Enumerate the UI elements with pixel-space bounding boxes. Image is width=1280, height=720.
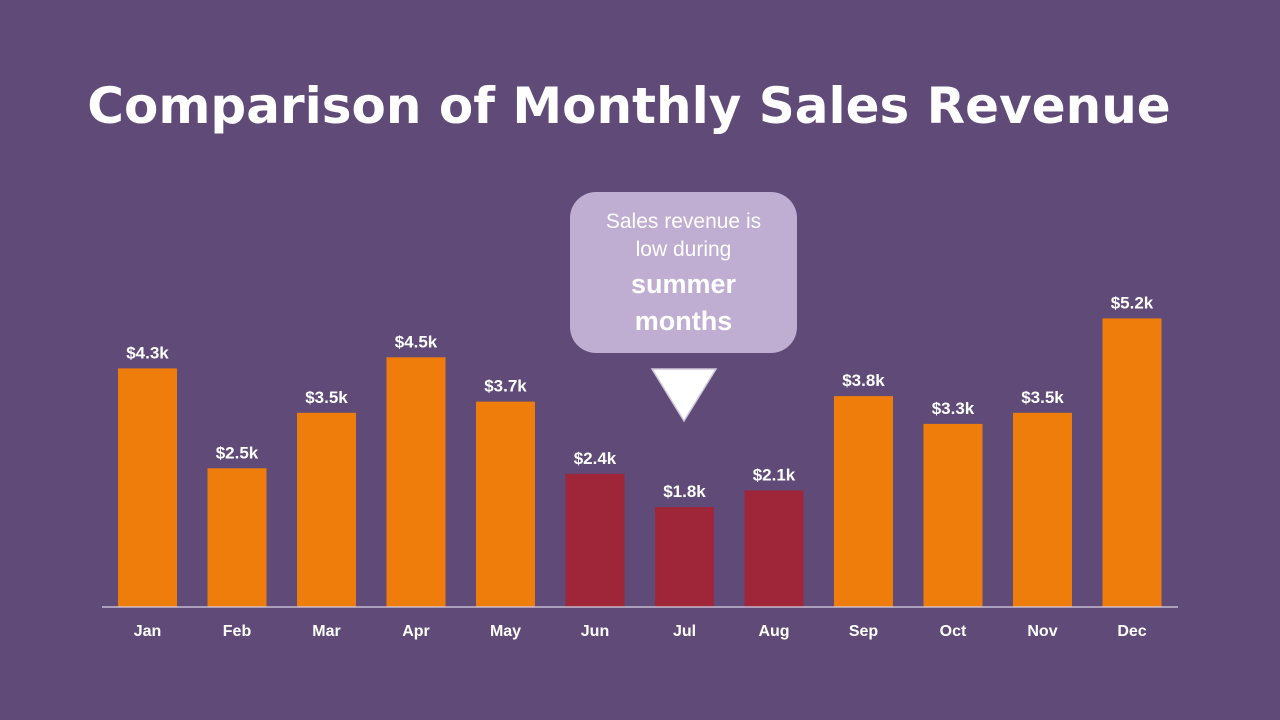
callout-line-3: summer [630, 269, 737, 299]
x-tick-label-mar: Mar [312, 623, 340, 640]
bar-may [476, 401, 535, 607]
data-labels-group: $4.3k $2.5k $3.5k $4.5k $3.7k $2.4k $1.8k $2.1k… [126, 293, 1154, 501]
data-label-nov: $3.5k [1021, 388, 1064, 407]
chart-title: Comparison of Monthly Sales Revenue [87, 77, 1171, 135]
x-tick-label-feb: Feb [223, 623, 252, 640]
x-tick-label-may: May [490, 623, 521, 640]
bar-aug [744, 490, 804, 607]
callout-line-1: Sales revenue is [605, 210, 762, 233]
data-label-jul: $1.8k [663, 482, 706, 501]
data-label-aug: $2.1k [753, 465, 796, 484]
callout-box: Sales revenue is low during summer month… [570, 192, 797, 353]
data-label-mar: $3.5k [305, 388, 348, 407]
data-label-apr: $4.5k [395, 332, 438, 351]
callout-pointer-triangle [650, 368, 718, 423]
data-label-jun: $2.4k [574, 449, 617, 468]
data-label-sep: $3.8k [842, 371, 885, 390]
x-tick-label-aug: Aug [758, 623, 789, 640]
bar-feb [207, 468, 267, 608]
callout-line-2: low during [635, 238, 732, 261]
data-label-oct: $3.3k [932, 399, 975, 418]
bar-dec [1102, 318, 1162, 607]
callout-line-4: months [634, 306, 733, 336]
x-tick-label-apr: Apr [402, 623, 430, 640]
x-tick-label-jun: Jun [581, 623, 609, 640]
bar-mar [297, 412, 356, 608]
x-tick-labels-group: Jan Feb Mar Apr May Jun Jul Aug Sep Oct Nov Dec [134, 623, 1147, 640]
bar-jan [118, 368, 177, 607]
x-tick-label-jan: Jan [134, 623, 162, 640]
bars-group [118, 318, 1162, 608]
data-label-feb: $2.5k [216, 443, 259, 462]
x-tick-label-nov: Nov [1027, 623, 1057, 640]
bar-jun [565, 473, 625, 607]
bar-apr [386, 357, 446, 608]
x-tick-label-dec: Dec [1117, 623, 1146, 640]
bar-sep [834, 396, 893, 607]
data-label-dec: $5.2k [1111, 293, 1154, 312]
data-label-may: $3.7k [484, 377, 527, 396]
bar-jul [655, 507, 714, 607]
x-tick-label-oct: Oct [940, 623, 967, 640]
x-tick-label-jul: Jul [673, 623, 696, 640]
bar-oct [923, 423, 983, 607]
data-label-jan: $4.3k [126, 343, 169, 362]
x-tick-label-sep: Sep [849, 623, 879, 640]
bar-nov [1013, 412, 1072, 608]
